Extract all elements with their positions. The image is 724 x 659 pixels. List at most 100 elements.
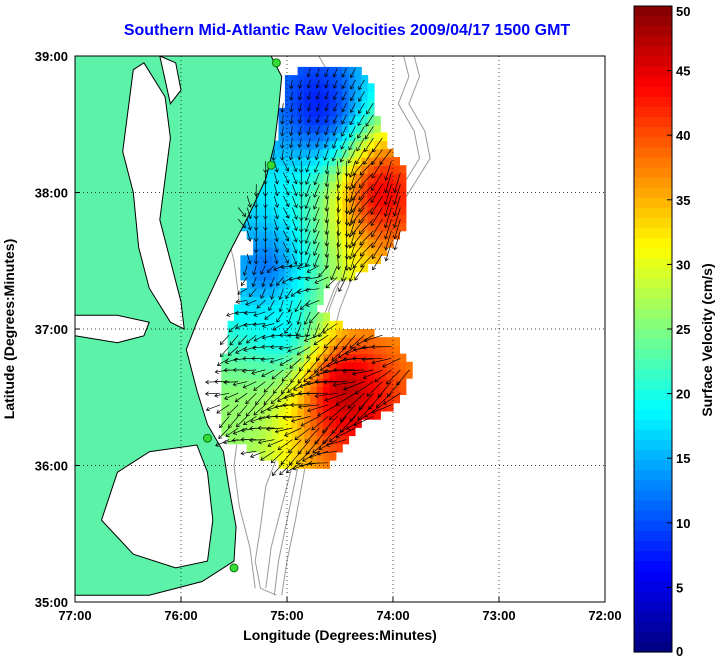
speed-cell bbox=[259, 451, 267, 461]
speed-cell bbox=[246, 386, 254, 396]
speed-cell bbox=[329, 198, 337, 207]
radar-stations bbox=[203, 58, 281, 573]
speed-cell bbox=[272, 296, 280, 305]
speed-cell bbox=[361, 206, 369, 215]
speed-cell bbox=[297, 369, 305, 379]
speed-cell bbox=[354, 337, 362, 346]
speed-cell bbox=[316, 124, 324, 133]
x-tick-label: 75:00 bbox=[270, 608, 303, 623]
speed-cell bbox=[253, 222, 261, 232]
speed-cell bbox=[373, 148, 381, 158]
speed-cell bbox=[265, 271, 273, 281]
speed-cell bbox=[259, 214, 267, 224]
velocity-arrow bbox=[306, 404, 329, 413]
speed-cell bbox=[265, 427, 273, 437]
speed-cell bbox=[304, 255, 311, 265]
velocity-arrow bbox=[383, 207, 392, 229]
velocity-arrow bbox=[306, 265, 320, 273]
speed-cell bbox=[335, 124, 343, 133]
speed-cell bbox=[367, 132, 375, 142]
velocity-arrow bbox=[325, 276, 338, 289]
speed-cell bbox=[227, 369, 235, 379]
speed-cell bbox=[373, 157, 381, 166]
speed-cell bbox=[265, 361, 273, 371]
colorbar-band bbox=[634, 379, 672, 391]
speed-cell bbox=[399, 361, 407, 371]
speed-cell bbox=[259, 337, 267, 346]
speed-cell bbox=[393, 214, 400, 224]
speed-cell bbox=[291, 99, 299, 109]
speed-cell bbox=[342, 173, 350, 183]
speed-cell bbox=[278, 124, 286, 133]
speed-cell bbox=[361, 410, 369, 420]
speed-cell bbox=[348, 329, 356, 338]
speed-cell bbox=[278, 353, 286, 363]
speed-cell bbox=[310, 83, 318, 93]
velocity-arrow bbox=[340, 404, 356, 422]
velocity-arrow bbox=[297, 137, 303, 148]
speed-cell bbox=[310, 312, 318, 322]
speed-cell bbox=[399, 173, 407, 183]
velocity-arrow bbox=[375, 392, 392, 408]
speed-cell bbox=[234, 378, 241, 387]
velocity-arrow bbox=[287, 381, 302, 393]
speed-cell bbox=[278, 419, 286, 428]
speed-cell bbox=[342, 189, 350, 199]
speed-cell bbox=[361, 189, 369, 199]
speed-cell bbox=[227, 419, 235, 428]
velocity-arrow bbox=[298, 195, 304, 210]
speed-cell bbox=[246, 378, 254, 387]
speed-cell bbox=[246, 255, 254, 265]
speed-cell bbox=[291, 148, 299, 158]
speed-cell bbox=[380, 247, 388, 256]
speed-cell bbox=[361, 124, 369, 133]
speed-cell bbox=[297, 394, 305, 404]
speed-cell bbox=[323, 345, 330, 355]
speed-cell bbox=[297, 329, 305, 338]
colorbar-tick-label: 40 bbox=[676, 128, 690, 143]
speed-cell bbox=[291, 263, 299, 273]
speed-cell bbox=[259, 410, 267, 420]
speed-cell bbox=[221, 369, 229, 379]
velocity-arrow bbox=[253, 404, 266, 416]
speed-cell bbox=[335, 329, 343, 338]
speed-cell bbox=[221, 410, 229, 420]
velocity-arrow bbox=[246, 195, 252, 208]
speed-cell bbox=[246, 279, 254, 289]
speed-cell bbox=[342, 83, 350, 93]
speed-cell bbox=[221, 361, 229, 371]
velocity-arrow bbox=[255, 392, 266, 406]
station-marker bbox=[266, 160, 276, 170]
velocity-arrow bbox=[347, 392, 365, 409]
speed-cell bbox=[367, 361, 375, 371]
speed-cell bbox=[386, 394, 394, 404]
colorbar-band bbox=[634, 318, 672, 330]
velocity-arrow bbox=[228, 323, 239, 333]
speed-cell bbox=[323, 320, 330, 330]
speed-cell bbox=[253, 394, 261, 404]
speed-cell bbox=[386, 148, 394, 158]
velocity-arrow bbox=[311, 416, 329, 431]
speed-cell bbox=[284, 320, 292, 330]
velocity-arrow bbox=[280, 103, 285, 113]
velocity-arrow bbox=[235, 346, 248, 354]
speed-cell bbox=[348, 394, 356, 404]
velocity-arrow bbox=[282, 172, 290, 184]
colorbar-band bbox=[634, 127, 672, 138]
speed-cell bbox=[335, 214, 343, 224]
colorbar-band bbox=[634, 278, 672, 290]
speed-cell bbox=[297, 263, 305, 273]
speed-cell bbox=[253, 296, 261, 305]
colorbar-band bbox=[634, 187, 672, 199]
speed-cell bbox=[227, 386, 235, 396]
velocity-arrow bbox=[273, 381, 284, 394]
velocity-arrow bbox=[324, 114, 329, 124]
velocity-arrow bbox=[218, 427, 230, 439]
colorbar-band bbox=[634, 490, 672, 502]
velocity-arrow bbox=[264, 311, 275, 320]
velocity-arrow bbox=[348, 160, 356, 178]
speed-cell bbox=[367, 165, 375, 174]
speed-cell bbox=[380, 238, 388, 248]
velocity-arrow bbox=[297, 91, 303, 101]
